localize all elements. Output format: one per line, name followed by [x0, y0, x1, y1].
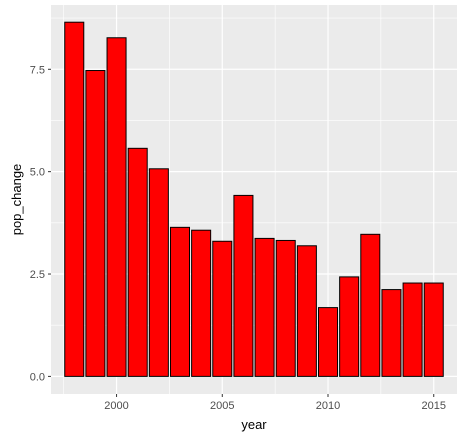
y-tick-label: 2.5: [30, 269, 45, 281]
bar: [296, 245, 317, 377]
bar: [423, 282, 444, 377]
bar: [169, 226, 191, 377]
bar: [212, 240, 233, 377]
bar: [254, 237, 275, 377]
bar: [106, 37, 127, 377]
y-tick-label: 5.0: [30, 167, 45, 179]
bar: [339, 276, 360, 377]
bar: [275, 239, 296, 377]
bar: [317, 307, 339, 377]
bar: [127, 147, 148, 377]
bar: [191, 229, 212, 377]
bar: [360, 233, 381, 377]
x-tick-label: 2000: [104, 400, 128, 412]
x-tick-label: 2015: [421, 400, 445, 412]
y-axis-ticks: 0.0 2.5 5.0 7.5: [30, 64, 51, 383]
y-tick-label: 0.0: [30, 371, 45, 383]
bar: [64, 21, 85, 377]
x-tick-label: 2005: [210, 400, 234, 412]
x-tick-label: 2010: [316, 400, 340, 412]
bar: [402, 282, 423, 377]
bar: [381, 289, 402, 377]
bars: [64, 21, 444, 377]
bar: [85, 70, 106, 377]
x-axis-ticks: 2000 2005 2010 2015: [104, 394, 446, 412]
bar: [148, 168, 169, 377]
y-tick-label: 7.5: [30, 64, 45, 76]
y-axis-title: pop_change: [9, 164, 24, 236]
bar: [233, 194, 254, 377]
x-axis-title: year: [241, 417, 267, 432]
